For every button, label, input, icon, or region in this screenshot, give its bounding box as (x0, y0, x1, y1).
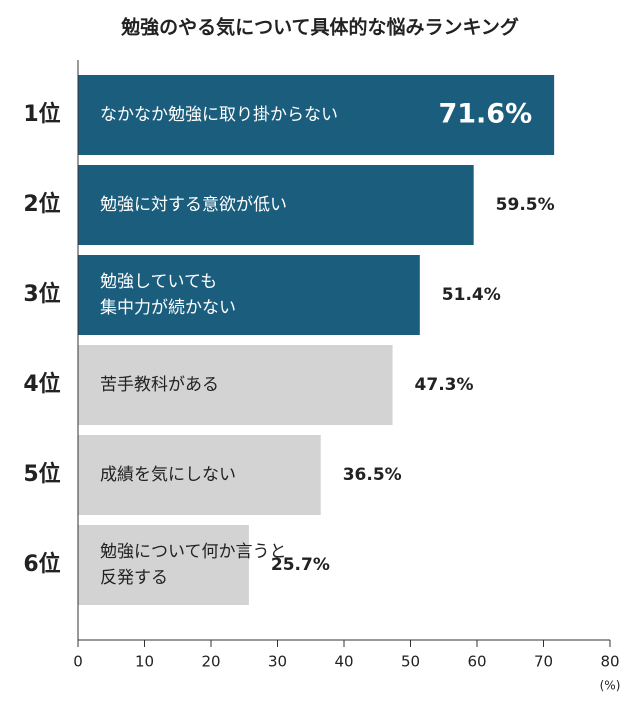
bar (78, 75, 555, 155)
value-label: 59.5% (496, 195, 555, 215)
x-tick-label: 20 (201, 653, 220, 671)
value-label: 47.3% (415, 375, 474, 395)
x-tick-label: 80 (600, 653, 619, 671)
rank-label: 6位 (23, 551, 60, 577)
value-label: 36.5% (343, 465, 402, 485)
value-label: 25.7% (271, 555, 330, 575)
x-tick-label: 60 (467, 653, 486, 671)
x-tick-label: 50 (401, 653, 420, 671)
bar (78, 525, 249, 605)
rank-label: 5位 (23, 461, 60, 487)
chart-title: 勉強のやる気について具体的な悩みランキング (120, 16, 519, 39)
bar (78, 165, 474, 245)
category-label: 成績を気にしない (100, 465, 236, 485)
rank-label: 4位 (23, 371, 60, 397)
category-label: 勉強に対する意欲が低い (100, 195, 287, 215)
rank-label: 1位 (23, 101, 60, 127)
x-tick-label: 30 (268, 653, 287, 671)
rank-label: 3位 (23, 281, 60, 307)
bar (78, 255, 420, 335)
x-unit: (%) (600, 679, 621, 693)
x-tick-label: 0 (73, 653, 83, 671)
value-label: 51.4% (442, 285, 501, 305)
bar (78, 435, 321, 515)
x-tick-label: 10 (135, 653, 154, 671)
category-label: なかなか勉強に取り掛からない (100, 105, 338, 125)
category-label: 勉強していても集中力が続かない (100, 272, 236, 318)
category-label: 勉強について何か言うと反発する (100, 542, 287, 588)
x-tick-label: 70 (534, 653, 553, 671)
rank-label: 2位 (23, 191, 60, 217)
bar (78, 345, 393, 425)
category-label: 苦手教科がある (100, 375, 219, 395)
x-tick-label: 40 (334, 653, 353, 671)
value-label: 71.6% (438, 99, 532, 130)
